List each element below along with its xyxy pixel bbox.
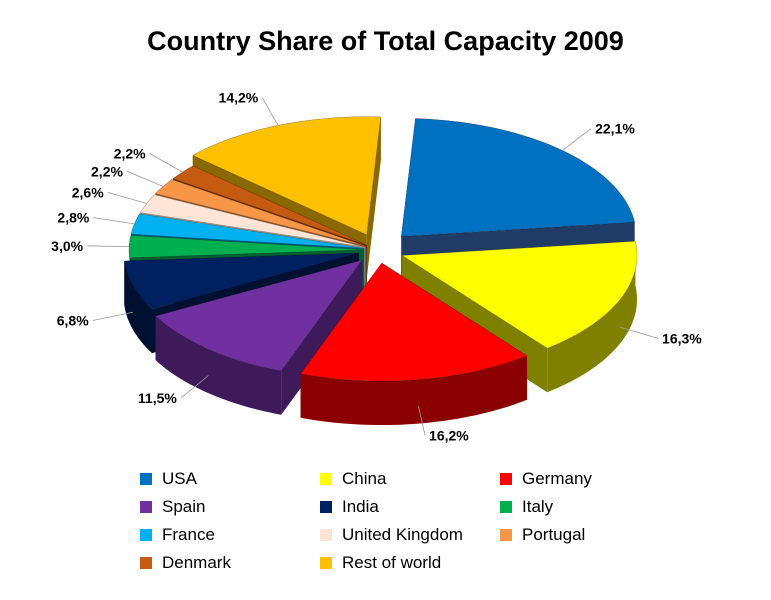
- legend-swatch-usa: [140, 473, 152, 485]
- pie-slice-wall-rest-of-world: [366, 116, 381, 279]
- data-label-rest-of-world: 14,2%: [219, 90, 259, 106]
- data-label-china: 16,3%: [662, 330, 702, 346]
- legend-swatch-denmark: [140, 557, 152, 569]
- leader-line-spain: [180, 375, 209, 399]
- data-label-portugal: 2,2%: [91, 163, 123, 179]
- pie-slice-top-china: [400, 240, 638, 349]
- pie-slice-top-denmark: [172, 165, 368, 246]
- legend-item-portugal: Portugal: [500, 522, 585, 548]
- pie-chart: 22,1% 16,3% 16,2% 11,5% 6,8% 3,0% 2,8% 2,6% 2,2%…: [51, 90, 702, 444]
- leader-line-rest-of-world: [261, 97, 279, 126]
- legend-item-india: India: [320, 494, 379, 520]
- pie-slice-top-usa: [400, 118, 636, 237]
- leader-line-united-kingdom: [107, 191, 147, 204]
- leader-line-germany: [418, 405, 426, 436]
- legend-label-portugal: Portugal: [522, 525, 586, 544]
- leader-line-italy: [87, 245, 130, 248]
- leader-line-india: [92, 311, 134, 321]
- legend-item-italy: Italy: [500, 494, 553, 520]
- leader-line-denmark: [149, 153, 183, 173]
- legend-swatch-china: [320, 473, 332, 485]
- data-label-spain: 11,5%: [138, 390, 177, 406]
- legend-label-india: India: [342, 497, 379, 516]
- legend-label-italy: Italy: [522, 497, 554, 516]
- legend-swatch-spain: [140, 501, 152, 513]
- legend-swatch-italy: [500, 501, 512, 513]
- pie-slice-top-germany: [299, 262, 528, 382]
- pie-slice-top-portugal: [154, 179, 367, 247]
- legend-item-usa: USA: [140, 466, 197, 492]
- legend-item-germany: Germany: [500, 466, 592, 492]
- leader-line-portugal: [126, 170, 164, 187]
- pie-slice-side-germany: [300, 355, 527, 425]
- legend-swatch-germany: [500, 473, 512, 485]
- legend-item-spain: Spain: [140, 494, 205, 520]
- leader-line-france: [93, 217, 135, 225]
- legend-label-rest-of-world: Rest of world: [342, 553, 442, 572]
- legend-label-france: France: [162, 525, 215, 544]
- legend-label-usa: USA: [162, 469, 197, 488]
- pie-slice-top-india: [123, 252, 359, 310]
- legend-item-france: France: [140, 522, 215, 548]
- pie-slice-germany: [299, 262, 528, 425]
- legend-label-spain: Spain: [162, 497, 206, 516]
- pie-slice-top-spain: [154, 259, 364, 372]
- legend-swatch-portugal: [500, 529, 512, 541]
- chart-title: Country Share of Total Capacity 2009: [147, 26, 624, 56]
- legend-item-china: China: [320, 466, 386, 492]
- data-label-usa: 22,1%: [595, 121, 635, 137]
- legend-label-china: China: [342, 469, 387, 488]
- data-label-germany: 16,2%: [429, 428, 469, 444]
- data-label-italy: 3,0%: [51, 238, 83, 254]
- pie-slice-top-united-kingdom: [139, 194, 366, 248]
- legend-item-rest-of-world: Rest of world: [320, 550, 441, 576]
- legend-label-denmark: Denmark: [162, 553, 231, 572]
- data-label-india: 6,8%: [57, 313, 89, 329]
- legend-item-denmark: Denmark: [140, 550, 231, 576]
- legend-label-united-kingdom: United Kingdom: [342, 525, 463, 544]
- legend-swatch-rest-of-world: [320, 557, 332, 569]
- legend-item-united-kingdom: United Kingdom: [320, 522, 463, 548]
- data-label-united-kingdom: 2,6%: [72, 184, 104, 200]
- pie-slice-side-china: [547, 241, 637, 393]
- leader-line-china: [619, 326, 659, 339]
- legend-swatch-france: [140, 529, 152, 541]
- legend-swatch-india: [320, 501, 332, 513]
- legend-label-germany: Germany: [522, 469, 592, 488]
- pie-slice-top-italy: [128, 235, 365, 259]
- leader-line-usa: [562, 128, 592, 151]
- legend-swatch-united-kingdom: [320, 529, 332, 541]
- data-label-france: 2,8%: [57, 210, 89, 226]
- data-label-denmark: 2,2%: [114, 145, 146, 161]
